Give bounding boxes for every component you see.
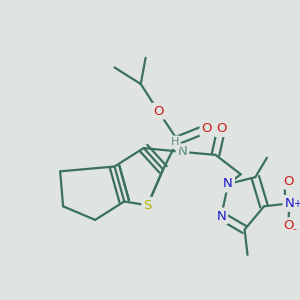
- Text: O: O: [202, 122, 212, 135]
- Text: S: S: [143, 199, 152, 212]
- Text: H: H: [170, 137, 179, 147]
- Text: N: N: [284, 197, 294, 210]
- Text: -: -: [292, 224, 296, 234]
- Text: O: O: [153, 105, 164, 118]
- Text: +: +: [293, 199, 300, 209]
- Text: N: N: [178, 146, 188, 158]
- Text: O: O: [283, 175, 293, 188]
- Text: O: O: [283, 219, 293, 232]
- Text: O: O: [216, 122, 226, 135]
- Text: N: N: [216, 209, 226, 223]
- Text: N: N: [223, 178, 233, 190]
